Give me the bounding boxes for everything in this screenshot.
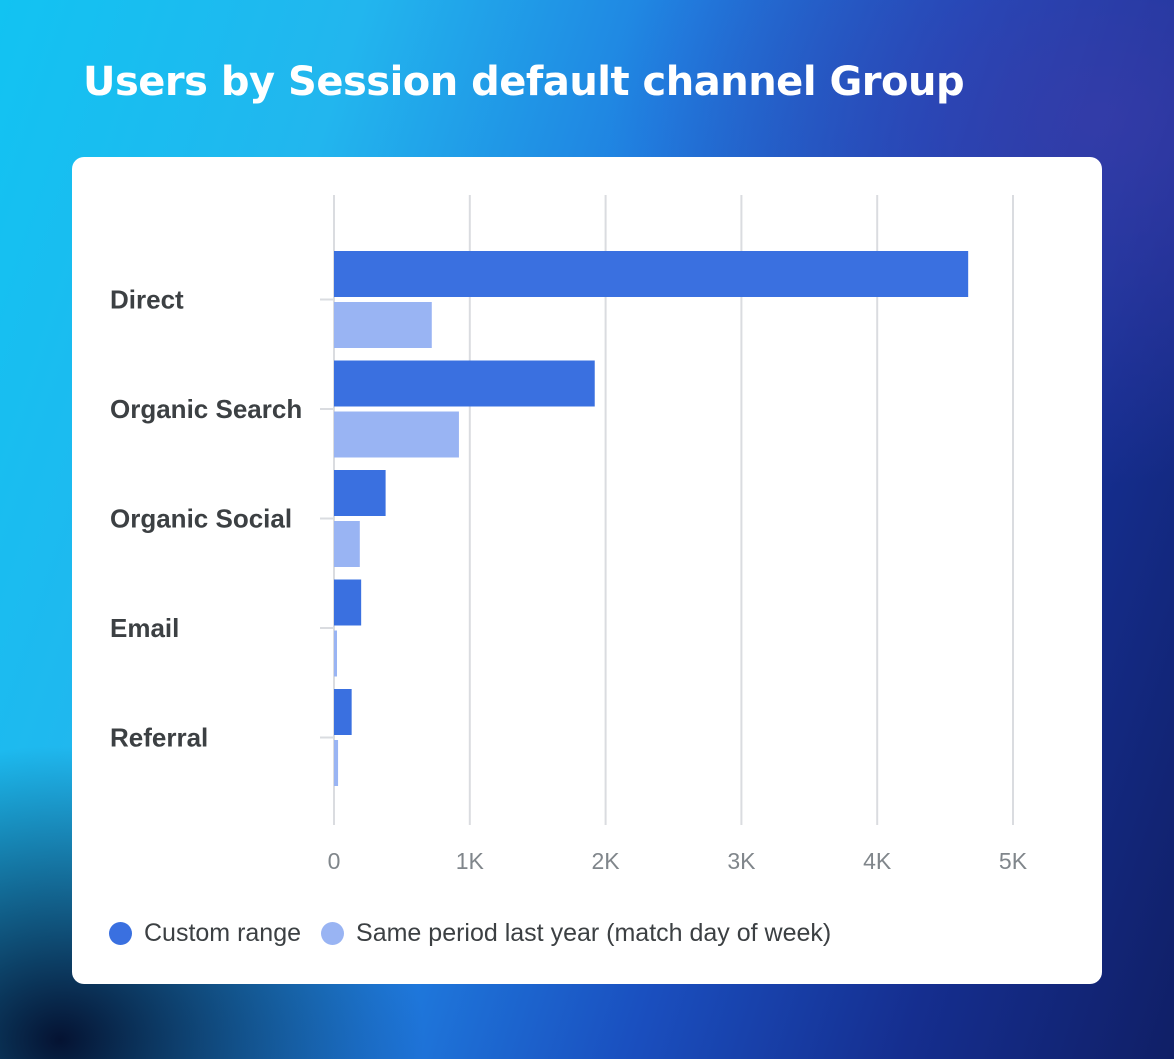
bar-last-year[interactable] [334,302,432,348]
x-tick-label: 1K [456,848,485,874]
bar-custom-range[interactable] [334,470,386,516]
y-category-label: Referral [110,723,208,753]
x-tick-label: 4K [863,848,892,874]
bar-last-year[interactable] [334,521,360,567]
legend-label-custom-range: Custom range [144,919,302,947]
bar-custom-range[interactable] [334,689,352,735]
chart-legend: Custom range Same period last year (matc… [109,919,851,948]
y-category-label: Direct [110,285,184,315]
bar-last-year[interactable] [334,740,339,786]
bar-custom-range[interactable] [334,579,362,626]
legend-item-custom-range[interactable]: Custom range [109,919,301,948]
legend-swatch-last-year [321,922,345,945]
x-tick-label: 2K [592,848,621,874]
bar-last-year[interactable] [334,630,337,677]
page-title: Users by Session default channel Group [83,59,965,105]
x-tick-label: 0 [328,848,341,874]
chart-card: 0 1K 2K 3K 4K 5K Direct Organic Search Organic S… [72,157,1102,984]
bar-custom-range[interactable] [334,251,969,297]
bar-last-year[interactable] [334,411,459,458]
bar-chart: 0 1K 2K 3K 4K 5K Direct Organic Search Organic S… [110,195,1028,874]
x-tick-label: 3K [727,848,756,874]
y-category-label: Organic Search [110,394,302,424]
y-category-label: Email [110,613,179,643]
legend-item-last-year[interactable]: Same period last year (match day of week… [321,919,831,948]
legend-label-last-year: Same period last year (match day of week… [356,919,832,947]
legend-swatch-custom-range [109,922,132,945]
bar-custom-range[interactable] [334,360,595,407]
y-category-label: Organic Social [110,504,292,534]
x-tick-label: 5K [999,848,1028,874]
